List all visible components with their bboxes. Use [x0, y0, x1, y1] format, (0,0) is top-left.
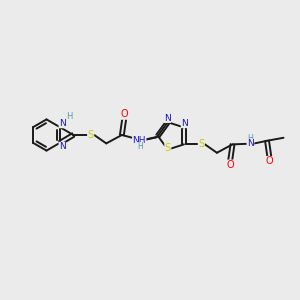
Text: S: S [88, 130, 94, 140]
Text: N: N [181, 119, 188, 128]
Text: O: O [121, 109, 128, 119]
Text: O: O [266, 157, 273, 166]
Text: H: H [247, 134, 253, 143]
Text: H: H [137, 142, 143, 152]
Text: S: S [165, 143, 171, 153]
Text: H: H [66, 112, 73, 121]
Text: N: N [59, 142, 66, 151]
Text: O: O [226, 160, 234, 170]
Text: N: N [247, 139, 254, 148]
Text: N: N [164, 113, 171, 122]
Text: S: S [198, 140, 204, 149]
Text: N: N [59, 119, 66, 128]
Text: NH: NH [133, 136, 146, 145]
